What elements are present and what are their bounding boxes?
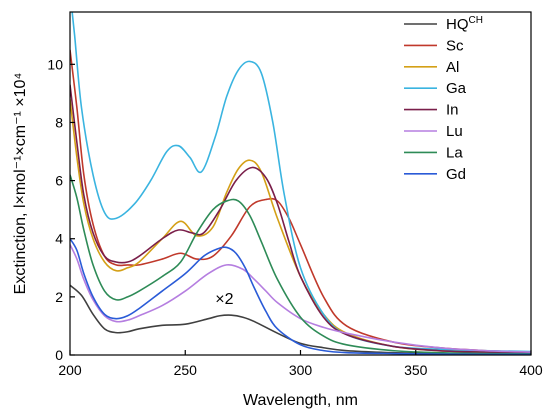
x-tick-label: 400 (519, 362, 543, 378)
x-tick-label: 350 (404, 362, 428, 378)
y-axis-label: Exctinction, l×mol⁻¹×cm⁻¹ ×10⁴ (12, 73, 29, 295)
y-tick-label: 10 (47, 56, 63, 72)
series-line-in (70, 84, 531, 354)
y-tick-label: 0 (55, 347, 63, 363)
x-axis-label: Wavelength, nm (243, 392, 358, 409)
y-tick-label: 2 (55, 289, 63, 305)
y-tick-label: 6 (55, 173, 63, 189)
legend-label: HQCH (446, 15, 483, 33)
series-line-gd (70, 238, 531, 355)
x-tick-label: 200 (58, 362, 82, 378)
series-line-lu (70, 244, 531, 353)
legend-label: Ga (446, 80, 467, 97)
y-tick-label: 4 (55, 231, 63, 247)
legend-label: Sc (446, 37, 464, 54)
legend-label: Al (446, 59, 459, 76)
plot-frame (69, 11, 532, 356)
legend-label: La (446, 144, 463, 161)
series-layer (70, 12, 531, 355)
annotation-layer: ×2 (215, 291, 233, 308)
x-tick-label: 250 (174, 362, 198, 378)
legend: HQCH Sc Al Ga In Lu La Gd (404, 15, 483, 183)
annotation-label: ×2 (215, 291, 233, 308)
x-tick-label: 300 (289, 362, 313, 378)
series-line-hq (70, 284, 531, 355)
legend-label: Gd (446, 166, 466, 183)
series-line-la (70, 174, 531, 355)
y-tick-label: 8 (55, 114, 63, 130)
legend-label: In (446, 102, 459, 119)
ticks-layer: 200 250 300 350 400 0 2 4 6 8 10 (47, 56, 542, 378)
legend-label: Lu (446, 123, 463, 140)
